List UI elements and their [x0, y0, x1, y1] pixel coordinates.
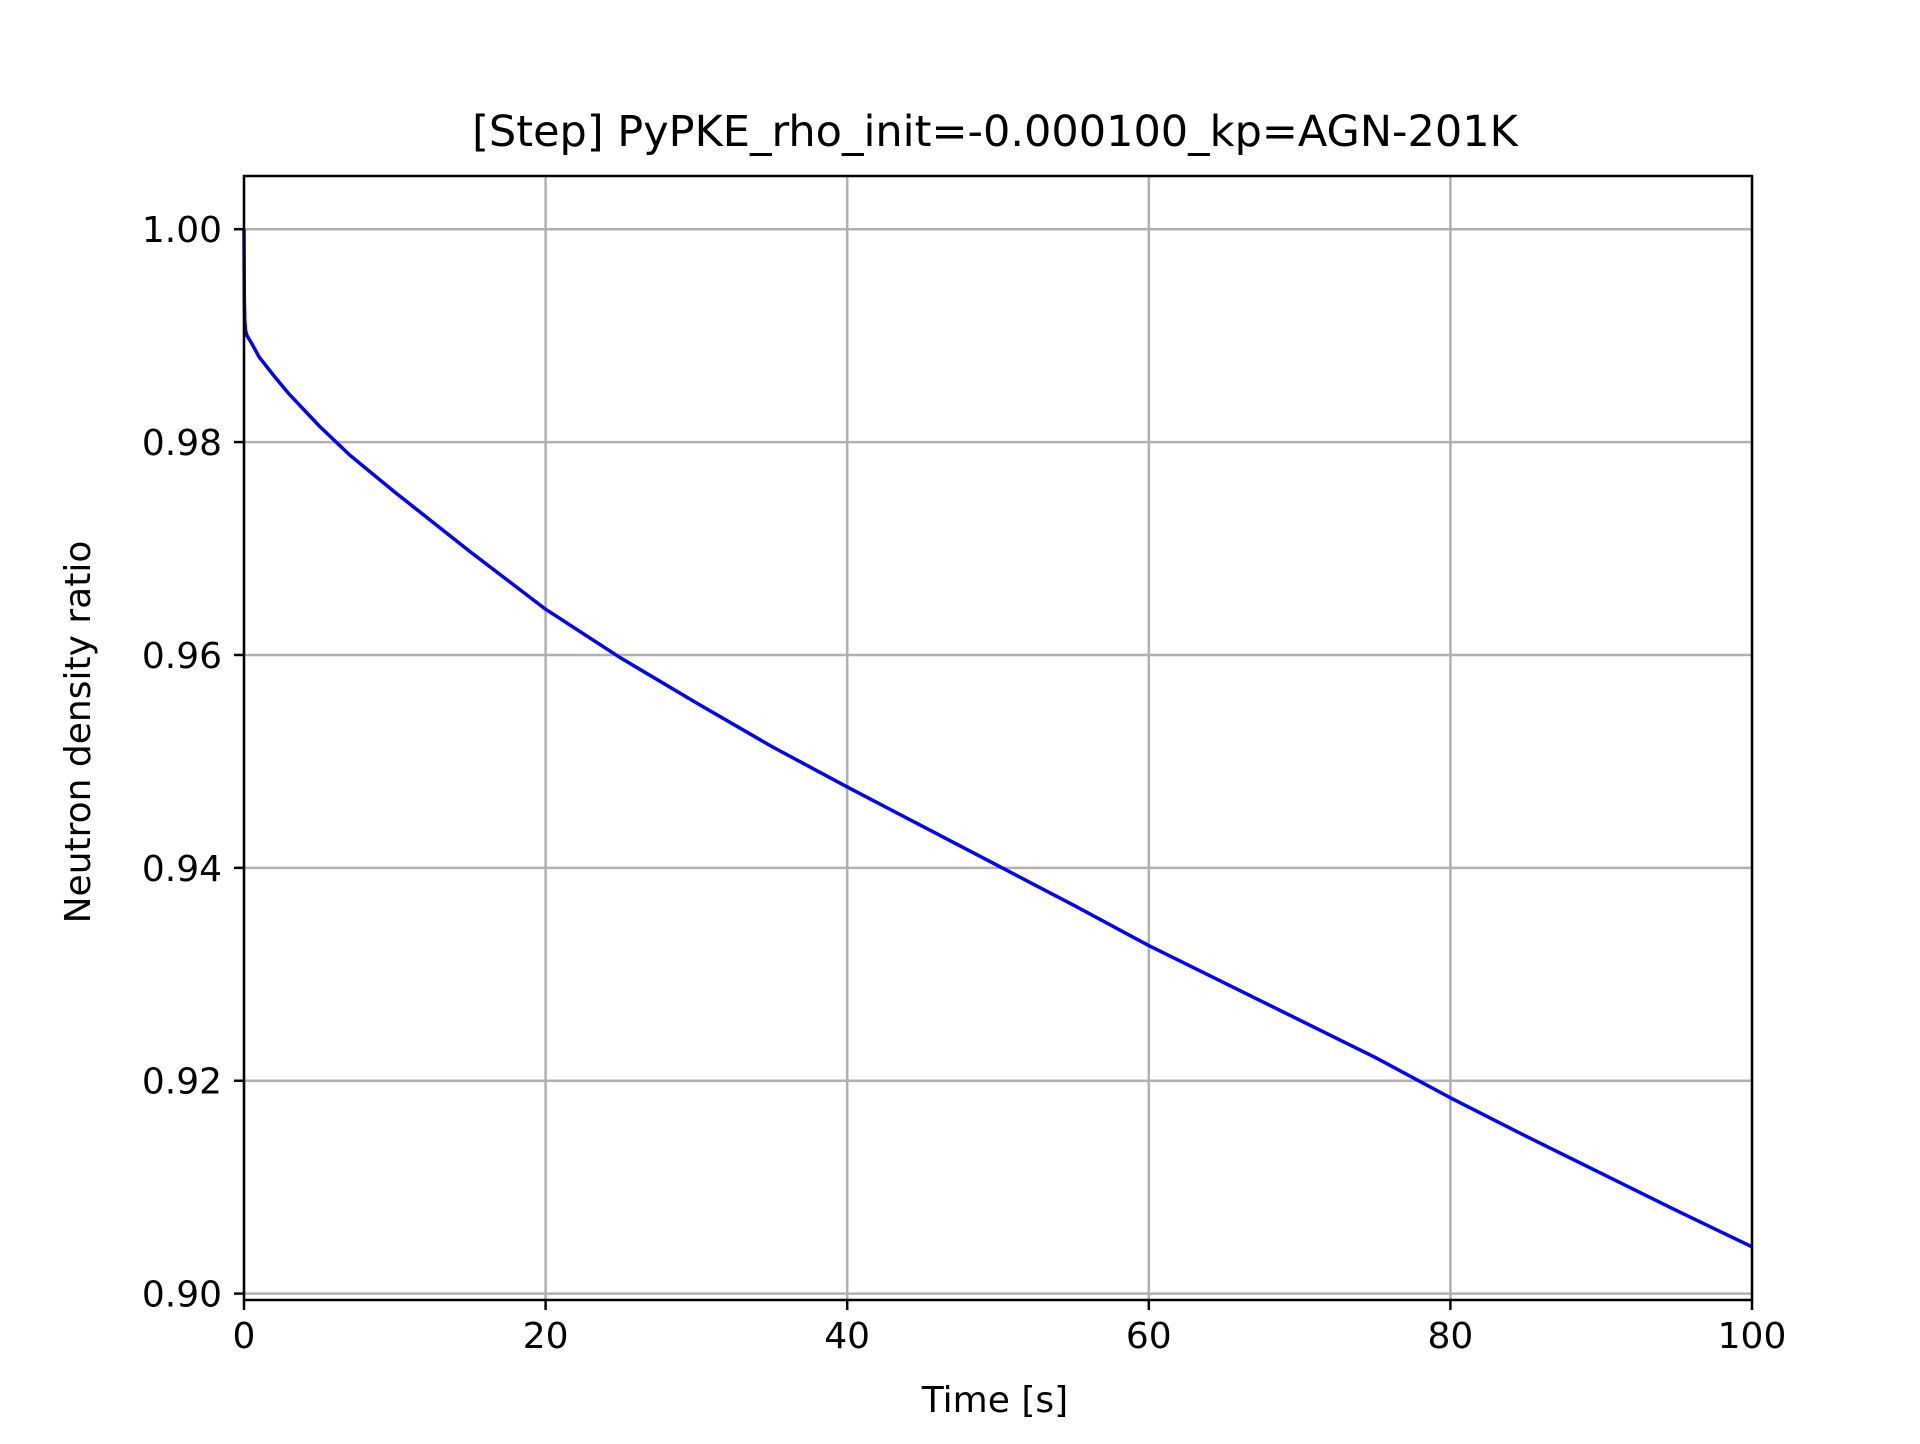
- y-tick-label: 0.92: [142, 1062, 222, 1103]
- chart-title: [Step] PyPKE_rho_init=-0.000100_kp=AGN-2…: [472, 107, 1519, 157]
- y-tick-label: 1.00: [142, 210, 222, 251]
- grid: [242, 176, 1754, 1300]
- y-tick-label: 0.96: [142, 636, 222, 677]
- series-line: [242, 229, 1753, 1249]
- y-tick-label: 0.94: [142, 849, 222, 890]
- x-tick-label: 40: [824, 1316, 870, 1357]
- series-layer: [242, 229, 1753, 1249]
- x-tick-label: 60: [1126, 1316, 1172, 1357]
- y-tick-label: 0.90: [142, 1275, 222, 1316]
- x-tick-label: 100: [1718, 1316, 1787, 1357]
- x-tick-label: 0: [233, 1316, 256, 1357]
- x-axis-label: Time [s]: [921, 1380, 1068, 1421]
- x-tick-label: 20: [523, 1316, 569, 1357]
- y-tick-label: 0.98: [142, 423, 222, 464]
- x-tick-label: 80: [1427, 1316, 1473, 1357]
- y-axis-label: Neutron density ratio: [58, 541, 99, 924]
- ticks: 0 20 40 60 80 100 0.90 0.92 0.94 0.96 0.98 1.00: [142, 210, 1787, 1357]
- plot-frame: [242, 174, 1754, 1302]
